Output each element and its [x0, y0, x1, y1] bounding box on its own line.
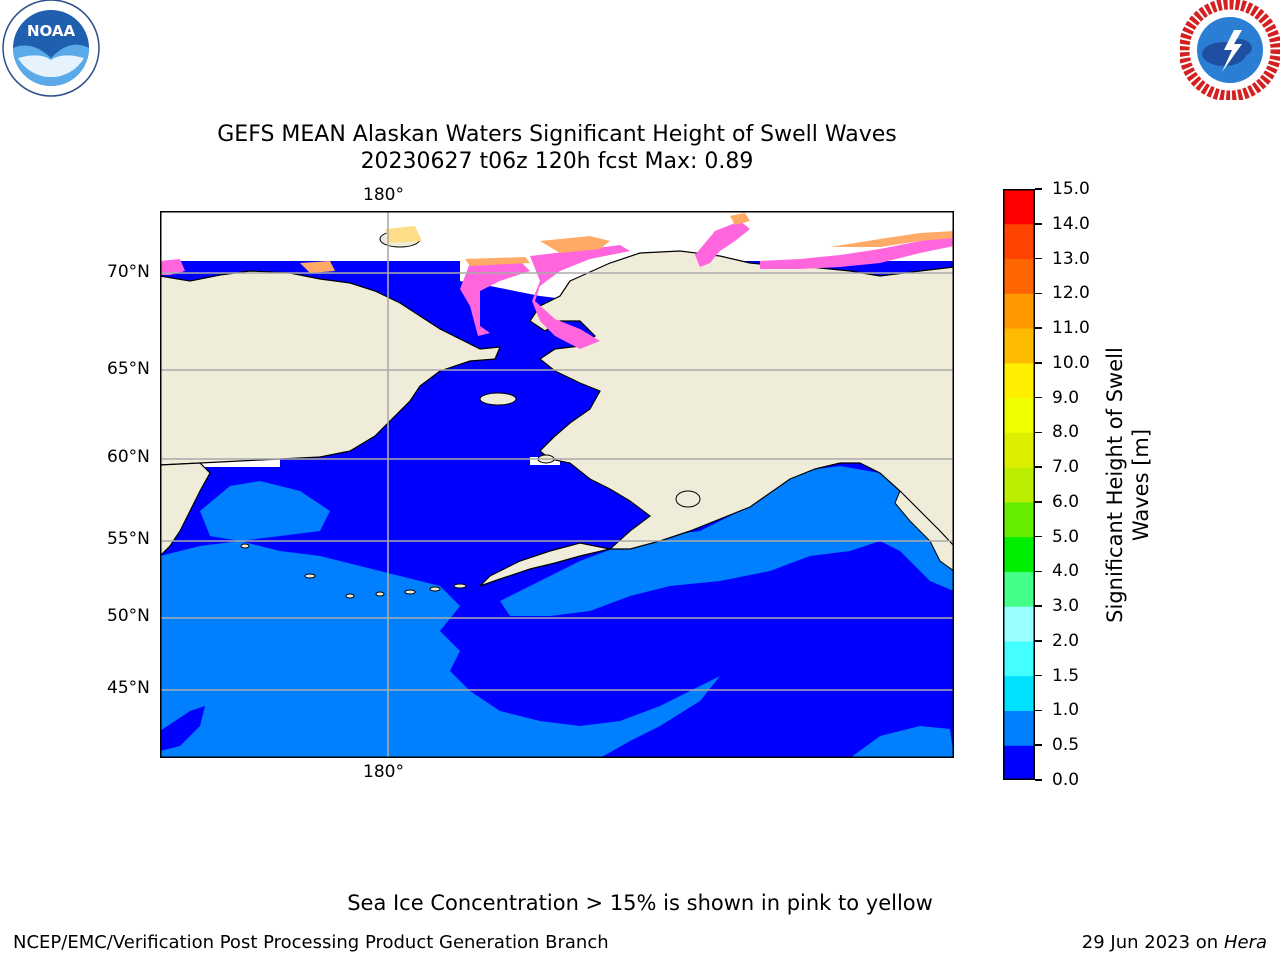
colorbar-segment — [1003, 501, 1035, 538]
sea-ice-note: Sea Ice Concentration > 15% is shown in … — [347, 891, 933, 915]
land-st-lawrence — [479, 392, 517, 406]
colorbar-segment — [1003, 675, 1035, 711]
colorbar-segment — [1003, 189, 1035, 225]
colorbar-tick-label: 1.5 — [1052, 665, 1080, 686]
colorbar-tick-label: 13.0 — [1052, 248, 1090, 269]
colorbar-segment — [1003, 467, 1035, 503]
colorbar-segment — [1003, 571, 1035, 607]
ocean-mid-swell-south — [160, 541, 720, 758]
colorbar-segment — [1003, 640, 1035, 677]
lat-label-50n: 50°N — [107, 606, 150, 626]
colorbar-segment — [1003, 710, 1035, 746]
colorbar-border — [1003, 189, 1035, 780]
footer-date-text: 29 Jun 2023 on — [1081, 932, 1219, 953]
map-title: GEFS MEAN Alaskan Waters Significant Hei… — [217, 122, 897, 147]
land-panhandle — [894, 490, 954, 572]
colorbar-tick-label: 4.0 — [1052, 561, 1080, 582]
colorbar-label: Significant Height of Swell Waves [m] — [1103, 347, 1153, 623]
colorbar-tick-mark — [1035, 466, 1042, 468]
sea-ice — [160, 213, 954, 349]
colorbar-tick-mark — [1035, 396, 1042, 399]
colorbar-tick-label: 8.0 — [1052, 422, 1080, 443]
colorbar-tick-mark — [1035, 188, 1042, 190]
colorbar-segment — [1003, 362, 1035, 399]
colorbar-tick-label: 0.5 — [1052, 735, 1080, 756]
colorbar-tick-mark — [1035, 570, 1042, 573]
colorbar-segment — [1003, 293, 1035, 329]
colorbar-segment — [1003, 258, 1035, 294]
colorbar-tick-mark — [1035, 362, 1042, 364]
lon-label-top: 180° — [363, 185, 404, 205]
lat-label-60n: 60°N — [107, 447, 150, 467]
nws-logo — [1178, 0, 1280, 102]
lat-label-45n: 45°N — [107, 678, 150, 698]
colorbar-segment — [1003, 397, 1035, 433]
svg-text:NOAA: NOAA — [27, 22, 76, 40]
footer-credit: NCEP/EMC/Verification Post Processing Pr… — [13, 932, 609, 953]
colorbar-tick-label: 11.0 — [1052, 318, 1090, 339]
noaa-logo: NOAA — [0, 0, 104, 100]
colorbar-tick-mark — [1035, 744, 1042, 746]
lat-label-70n: 70°N — [107, 262, 150, 282]
land-siberia — [160, 270, 501, 466]
land-kamchatka — [160, 462, 211, 557]
ocean-mid-swell-bering — [200, 481, 330, 541]
footer-host: Hera — [1223, 932, 1267, 953]
colorbar — [1003, 189, 1035, 780]
colorbar-tick-label: 7.0 — [1052, 457, 1080, 478]
land-aleutians — [240, 543, 467, 599]
colorbar-tick-mark — [1035, 501, 1042, 503]
colorbar-tick-mark — [1035, 257, 1042, 260]
ocean-mid-swell-southeast — [850, 726, 954, 758]
colorbar-tick-label: 3.0 — [1052, 596, 1080, 617]
colorbar-tick-mark — [1035, 327, 1042, 329]
footer-date: 29 Jun 2023 on Hera — [1082, 932, 1267, 953]
colorbar-segment — [1003, 536, 1035, 572]
colorbar-segment — [1003, 328, 1035, 364]
colorbar-tick-mark — [1035, 605, 1042, 607]
colorbar-tick-label: 2.0 — [1052, 630, 1080, 651]
lon-label-bottom: 180° — [363, 762, 404, 782]
colorbar-tick-mark — [1035, 709, 1042, 712]
colorbar-tick-mark — [1035, 292, 1042, 295]
land-alaska-peninsula — [479, 542, 611, 587]
colorbar-tick-mark — [1035, 535, 1042, 538]
colorbar-segment — [1003, 606, 1035, 642]
colorbar-segment — [1003, 223, 1035, 260]
colorbar-tick-label: 0.0 — [1052, 770, 1080, 790]
colorbar-tick-label: 15.0 — [1052, 179, 1090, 199]
colorbar-tick-label: 12.0 — [1052, 283, 1090, 304]
ocean-mid-swell-southwest — [160, 706, 205, 751]
colorbar-tick-label: 1.0 — [1052, 700, 1080, 721]
map-subtitle: 20230627 t06z 120h fcst Max: 0.89 — [360, 149, 754, 174]
land-alaska — [529, 250, 954, 550]
colorbar-tick-mark — [1035, 640, 1042, 642]
colorbar-tick-label: 6.0 — [1052, 491, 1080, 512]
colorbar-tick-mark — [1035, 674, 1042, 677]
colorbar-tick-label: 10.0 — [1052, 352, 1090, 373]
lat-label-65n: 65°N — [107, 359, 150, 379]
map-panel — [160, 211, 954, 758]
colorbar-tick-label: 9.0 — [1052, 387, 1080, 408]
colorbar-segment — [1003, 745, 1035, 780]
land-kodiak — [675, 490, 701, 508]
colorbar-segment — [1003, 432, 1035, 468]
lat-label-55n: 55°N — [107, 529, 150, 549]
colorbar-tick-mark — [1035, 431, 1042, 434]
colorbar-tick-label: 14.0 — [1052, 213, 1090, 234]
colorbar-tick-mark — [1035, 223, 1042, 225]
map-graticule — [160, 211, 954, 758]
colorbar-tick-label: 5.0 — [1052, 526, 1080, 547]
colorbar-tick-mark — [1035, 779, 1042, 781]
